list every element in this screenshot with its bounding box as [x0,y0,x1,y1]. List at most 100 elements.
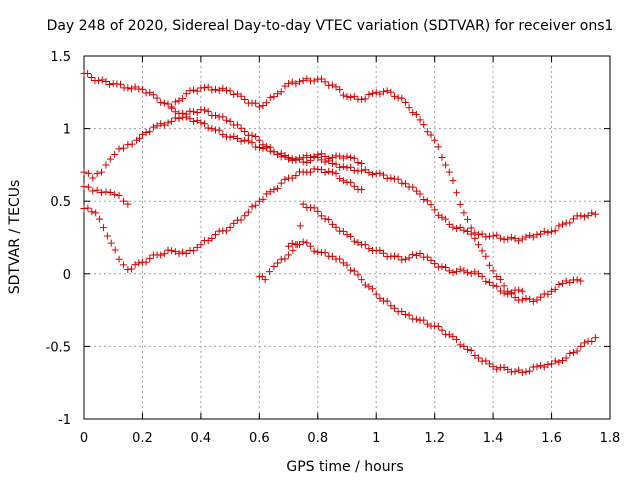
data-point [507,290,515,298]
data-point [266,268,274,276]
data-point [485,360,493,368]
data-point [522,233,530,241]
data-point [259,102,267,110]
data-point [215,86,223,94]
data-point [208,234,216,242]
data-point [299,77,307,85]
x-tick-label: 0.8 [307,431,328,446]
data-point [445,220,453,228]
data-point [580,339,588,347]
data-point [303,152,311,160]
data-point [119,261,127,269]
data-point [544,360,552,368]
data-point [237,92,245,100]
data-point [456,223,464,231]
data-point [201,120,209,128]
data-point [310,152,318,160]
data-point [244,208,252,216]
data-point [332,83,340,91]
data-point [449,268,457,276]
data-point [361,95,369,103]
data-point [383,297,391,305]
data-point [306,242,314,250]
data-point [518,235,526,243]
data-point [115,255,123,263]
data-point [87,73,95,81]
data-point [263,190,271,198]
data-point [580,213,588,221]
data-point [423,253,431,261]
data-point [317,212,325,220]
data-point [266,94,274,102]
data-point [317,166,325,174]
data-point [219,131,227,139]
data-point [317,156,325,164]
data-point [577,277,585,285]
data-point [522,295,530,303]
x-tick-label: 1.4 [483,431,504,446]
data-point [226,133,234,141]
data-point [255,136,263,144]
data-point [84,204,92,212]
data-point [84,70,92,78]
data-point [537,362,545,370]
data-point [153,122,161,130]
data-point [412,315,420,323]
data-point [288,239,296,247]
data-point [511,293,519,301]
data-point [328,154,336,162]
data-point [383,87,391,95]
data-point [93,186,101,194]
data-point [310,77,318,85]
data-point [208,86,216,94]
data-point [190,247,198,255]
data-point [464,227,472,235]
data-point [80,168,88,176]
data-point [102,77,110,85]
data-point [107,239,115,247]
data-point [339,91,347,99]
data-point [182,110,190,118]
data-point [111,151,119,159]
data-point [193,87,201,95]
data-point [456,265,464,273]
data-point [358,159,366,167]
data-point [405,104,413,112]
data-point [281,82,289,90]
data-point [190,86,198,94]
data-point [219,113,227,121]
data-point [588,337,596,345]
data-point [222,227,230,235]
data-point [445,331,453,339]
data-point [515,366,523,374]
data-point [467,346,475,354]
data-point [453,189,461,197]
data-point [573,276,581,284]
data-point [460,209,468,217]
data-point [423,128,431,136]
data-point [453,224,461,232]
data-point [405,311,413,319]
data-point [336,86,344,94]
data-point [343,261,351,269]
data-point [504,235,512,243]
data-point [548,228,556,236]
data-point [303,239,311,247]
data-point [577,212,585,220]
data-point [420,121,428,129]
data-point [500,289,508,297]
data-point [562,277,570,285]
data-point [131,83,139,91]
data-point [394,253,402,261]
data-point [111,190,119,198]
data-point [369,171,377,179]
data-point [482,357,490,365]
data-point [135,259,143,267]
data-point [84,169,92,177]
data-point [168,247,176,255]
data-point [160,121,168,129]
chart-title: Day 248 of 2020, Sidereal Day-to-day VTE… [47,18,614,34]
data-point [369,285,377,293]
